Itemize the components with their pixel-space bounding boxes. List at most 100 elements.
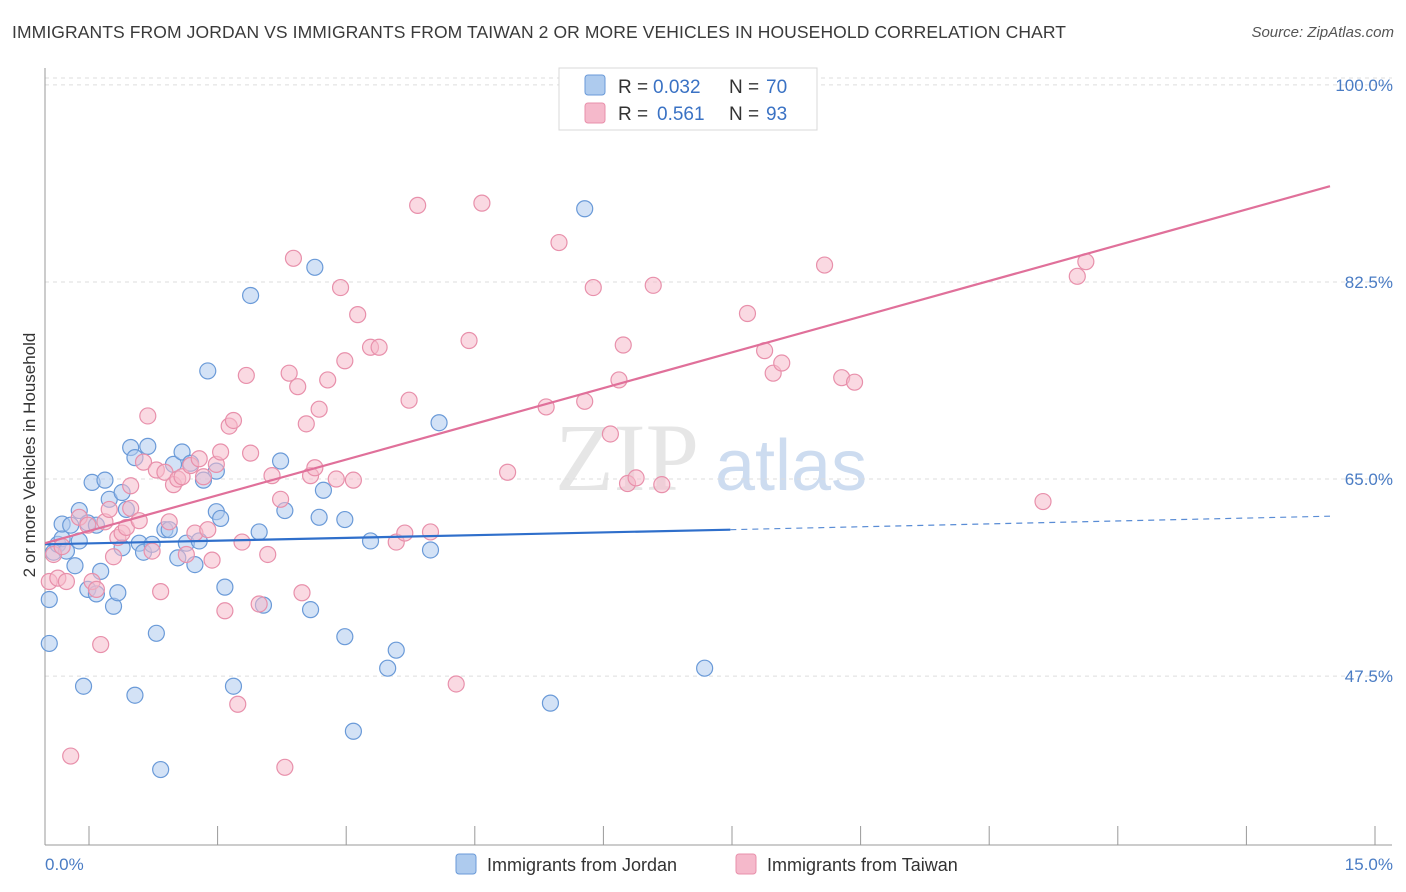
data-point-taiwan — [122, 477, 140, 495]
data-point-jordan — [336, 628, 354, 646]
legend-n-value-taiwan: 93 — [766, 104, 787, 125]
data-point-taiwan — [331, 278, 350, 297]
data-point-taiwan — [409, 196, 427, 214]
data-point-taiwan — [100, 500, 118, 519]
data-point-taiwan — [421, 523, 440, 541]
legend-r-label-jordan: R = — [618, 77, 648, 98]
data-point-taiwan — [190, 450, 208, 468]
x-tick-label-min: 0.0% — [45, 855, 84, 874]
data-point-taiwan — [584, 278, 602, 297]
legend: R = 0.032 N = 70 R = 0.561 N = 93 — [558, 67, 818, 131]
data-point-jordan — [379, 659, 397, 677]
data-point-taiwan — [349, 306, 367, 324]
data-point-jordan — [696, 659, 714, 677]
bottom-legend-label-taiwan: Immigrants from Taiwan — [767, 855, 958, 875]
data-point-jordan — [430, 414, 448, 432]
data-point-taiwan — [276, 758, 294, 776]
data-point-taiwan — [293, 584, 311, 602]
data-point-taiwan — [233, 533, 251, 551]
data-point-taiwan — [1034, 492, 1052, 511]
data-point-jordan — [541, 694, 560, 712]
data-point-taiwan — [271, 490, 290, 508]
data-point-taiwan — [250, 595, 268, 613]
data-point-jordan — [314, 481, 333, 499]
data-point-taiwan — [242, 444, 260, 462]
trend-line-taiwan — [44, 185, 1331, 545]
data-point-taiwan — [237, 366, 255, 385]
data-point-taiwan — [400, 391, 418, 409]
data-point-jordan — [310, 508, 328, 526]
legend-r-label-taiwan: R = — [618, 104, 648, 125]
data-point-taiwan — [815, 256, 834, 274]
data-point-taiwan — [627, 469, 645, 487]
bottom-legend-label-jordan: Immigrants from Jordan — [487, 855, 677, 875]
x-tick-label-max: 15.0% — [1345, 855, 1393, 874]
data-point-taiwan — [601, 425, 620, 443]
legend-n-label-taiwan: N = — [729, 104, 759, 125]
bottom-legend-swatch-jordan — [455, 853, 477, 875]
trend-line-jordan-extension — [730, 515, 1331, 531]
data-point-taiwan — [1068, 267, 1086, 285]
series-taiwan-points — [40, 76, 1095, 776]
data-point-taiwan — [139, 407, 157, 425]
data-point-taiwan — [199, 521, 217, 539]
legend-r-value-taiwan: 0.561 — [657, 104, 705, 125]
data-point-taiwan — [773, 354, 791, 372]
data-point-taiwan — [336, 352, 354, 370]
watermark-zip: ZIP — [555, 404, 699, 511]
y-tick-label: 100.0% — [1335, 76, 1393, 95]
data-point-jordan — [126, 686, 144, 704]
data-point-jordan — [109, 584, 127, 602]
data-point-taiwan — [614, 336, 632, 354]
bottom-legend: Immigrants from Jordan Immigrants from T… — [455, 853, 958, 875]
data-point-taiwan — [194, 468, 213, 486]
data-point-jordan — [336, 510, 354, 529]
data-point-taiwan — [370, 338, 388, 356]
source-label: Source: ZipAtlas.com — [1251, 24, 1394, 41]
data-point-taiwan — [284, 249, 303, 267]
data-point-taiwan — [134, 453, 153, 471]
data-point-taiwan — [310, 400, 328, 418]
data-point-jordan — [250, 523, 268, 541]
axes: 100.0% 82.5% 65.0% 47.5% 0.0% 15.0% — [44, 68, 1393, 874]
legend-swatch-taiwan — [584, 102, 606, 124]
data-point-jordan — [242, 286, 260, 305]
data-point-jordan — [306, 258, 324, 276]
data-point-jordan — [421, 541, 440, 559]
data-point-jordan — [361, 532, 380, 550]
data-point-jordan — [147, 624, 165, 642]
data-point-taiwan — [216, 602, 234, 620]
data-point-jordan — [224, 677, 243, 695]
data-point-taiwan — [460, 331, 478, 350]
data-point-taiwan — [396, 524, 414, 542]
data-point-taiwan — [152, 583, 170, 601]
data-point-taiwan — [297, 415, 315, 433]
data-point-taiwan — [845, 373, 864, 391]
data-point-jordan — [40, 590, 58, 609]
data-point-taiwan — [62, 747, 80, 765]
chart-title: IMMIGRANTS FROM JORDAN VS IMMIGRANTS FRO… — [12, 22, 1067, 42]
legend-n-value-jordan: 70 — [766, 77, 787, 98]
legend-swatch-jordan — [584, 74, 606, 96]
data-point-taiwan — [160, 513, 178, 531]
data-point-jordan — [66, 557, 84, 575]
data-point-jordan — [216, 578, 234, 596]
data-point-taiwan — [473, 194, 491, 212]
data-point-taiwan — [87, 580, 106, 598]
legend-r-value-jordan: 0.032 — [653, 77, 701, 98]
data-point-taiwan — [644, 276, 662, 294]
data-point-taiwan — [203, 551, 221, 569]
data-point-taiwan — [499, 463, 517, 481]
data-point-jordan — [139, 437, 157, 455]
data-point-jordan — [199, 362, 217, 380]
trend-lines — [44, 185, 1331, 546]
data-point-taiwan — [327, 470, 345, 488]
data-point-taiwan — [229, 695, 247, 713]
data-point-jordan — [40, 634, 58, 653]
data-point-taiwan — [653, 476, 671, 494]
data-point-jordan — [96, 471, 114, 489]
data-point-jordan — [344, 722, 362, 740]
data-point-jordan — [212, 509, 230, 528]
data-point-taiwan — [104, 548, 123, 566]
